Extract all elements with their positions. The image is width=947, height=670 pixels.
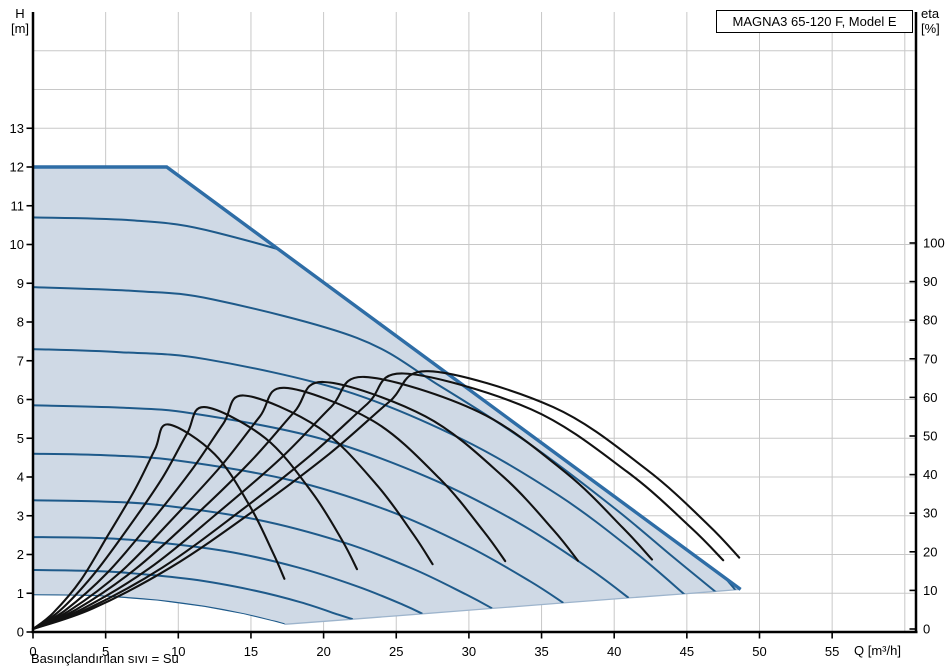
head-tick-label: 8 (17, 315, 24, 330)
flow-tick-label: 20 (316, 644, 330, 659)
efficiency-curve (31, 370, 741, 631)
efficiency-curve (31, 423, 286, 631)
flow-tick-label: 45 (680, 644, 694, 659)
pump-curve (33, 452, 564, 604)
head-tick-label: 12 (10, 160, 24, 175)
flow-tick-label: 30 (462, 644, 476, 659)
head-tick-label: 5 (17, 431, 24, 446)
flow-tick-label: 50 (752, 644, 766, 659)
efficiency-curve (31, 394, 434, 631)
eta-tick-label: 60 (923, 390, 937, 405)
head-tick-label: 7 (17, 353, 24, 368)
head-tick-label: 9 (17, 276, 24, 291)
head-axis-unit-label: H [m] (10, 6, 30, 36)
efficiency-curve (31, 380, 579, 631)
eta-tick-label: 100 (923, 236, 945, 251)
head-tick-label: 3 (17, 508, 24, 523)
pump-curve (33, 404, 630, 599)
pump-curve (33, 594, 285, 625)
head-tick-label: 10 (10, 237, 24, 252)
flow-tick-label: 10 (171, 644, 185, 659)
min-flow-edge (284, 588, 741, 625)
head-tick-label: 4 (17, 470, 24, 485)
flow-tick-label: 5 (102, 644, 109, 659)
head-tick-label: 2 (17, 547, 24, 562)
pump-curve (33, 348, 687, 596)
eta-tick-label: 50 (923, 429, 937, 444)
flow-axis-unit-label: Q [m³/h] (854, 643, 901, 658)
head-tick-label: 0 (17, 625, 24, 640)
eta-tick-label: 20 (923, 544, 937, 559)
head-tick-label: 1 (17, 586, 24, 601)
efficiency-curve (31, 386, 507, 631)
eta-tick-label: 0 (923, 622, 930, 637)
eta-tick-label: 40 (923, 467, 937, 482)
chart-title: MAGNA3 65-120 F, Model E (732, 14, 897, 29)
efficiency-curve (31, 406, 359, 631)
flow-tick-label: 55 (825, 644, 839, 659)
duty-range-area (33, 167, 741, 625)
efficiency-curve (31, 375, 654, 631)
efficiency-curve (31, 372, 725, 631)
eta-tick-label: 10 (923, 583, 937, 598)
head-tick-label: 6 (17, 392, 24, 407)
eta-tick-label: 80 (923, 313, 937, 328)
eta-tick-label: 70 (923, 351, 937, 366)
chart-title-box: MAGNA3 65-120 F, Model E (716, 10, 913, 33)
flow-tick-label: 35 (534, 644, 548, 659)
head-tick-label: 11 (11, 198, 25, 213)
flow-tick-label: 0 (29, 644, 36, 659)
max-curve (33, 165, 742, 591)
eta-tick-label: 30 (923, 506, 937, 521)
pumped-liquid-caption: Basınçlandırılan sıvı = Su (31, 651, 179, 666)
head-tick-label: 13 (10, 121, 24, 136)
pump-curve (33, 499, 493, 610)
eta-axis-unit-label: eta [%] (921, 6, 940, 36)
flow-tick-label: 15 (244, 644, 258, 659)
flow-tick-label: 25 (389, 644, 403, 659)
pump-curve (33, 286, 717, 593)
pump-curve (33, 536, 423, 615)
eta-tick-label: 90 (923, 274, 937, 289)
flow-tick-label: 40 (607, 644, 621, 659)
